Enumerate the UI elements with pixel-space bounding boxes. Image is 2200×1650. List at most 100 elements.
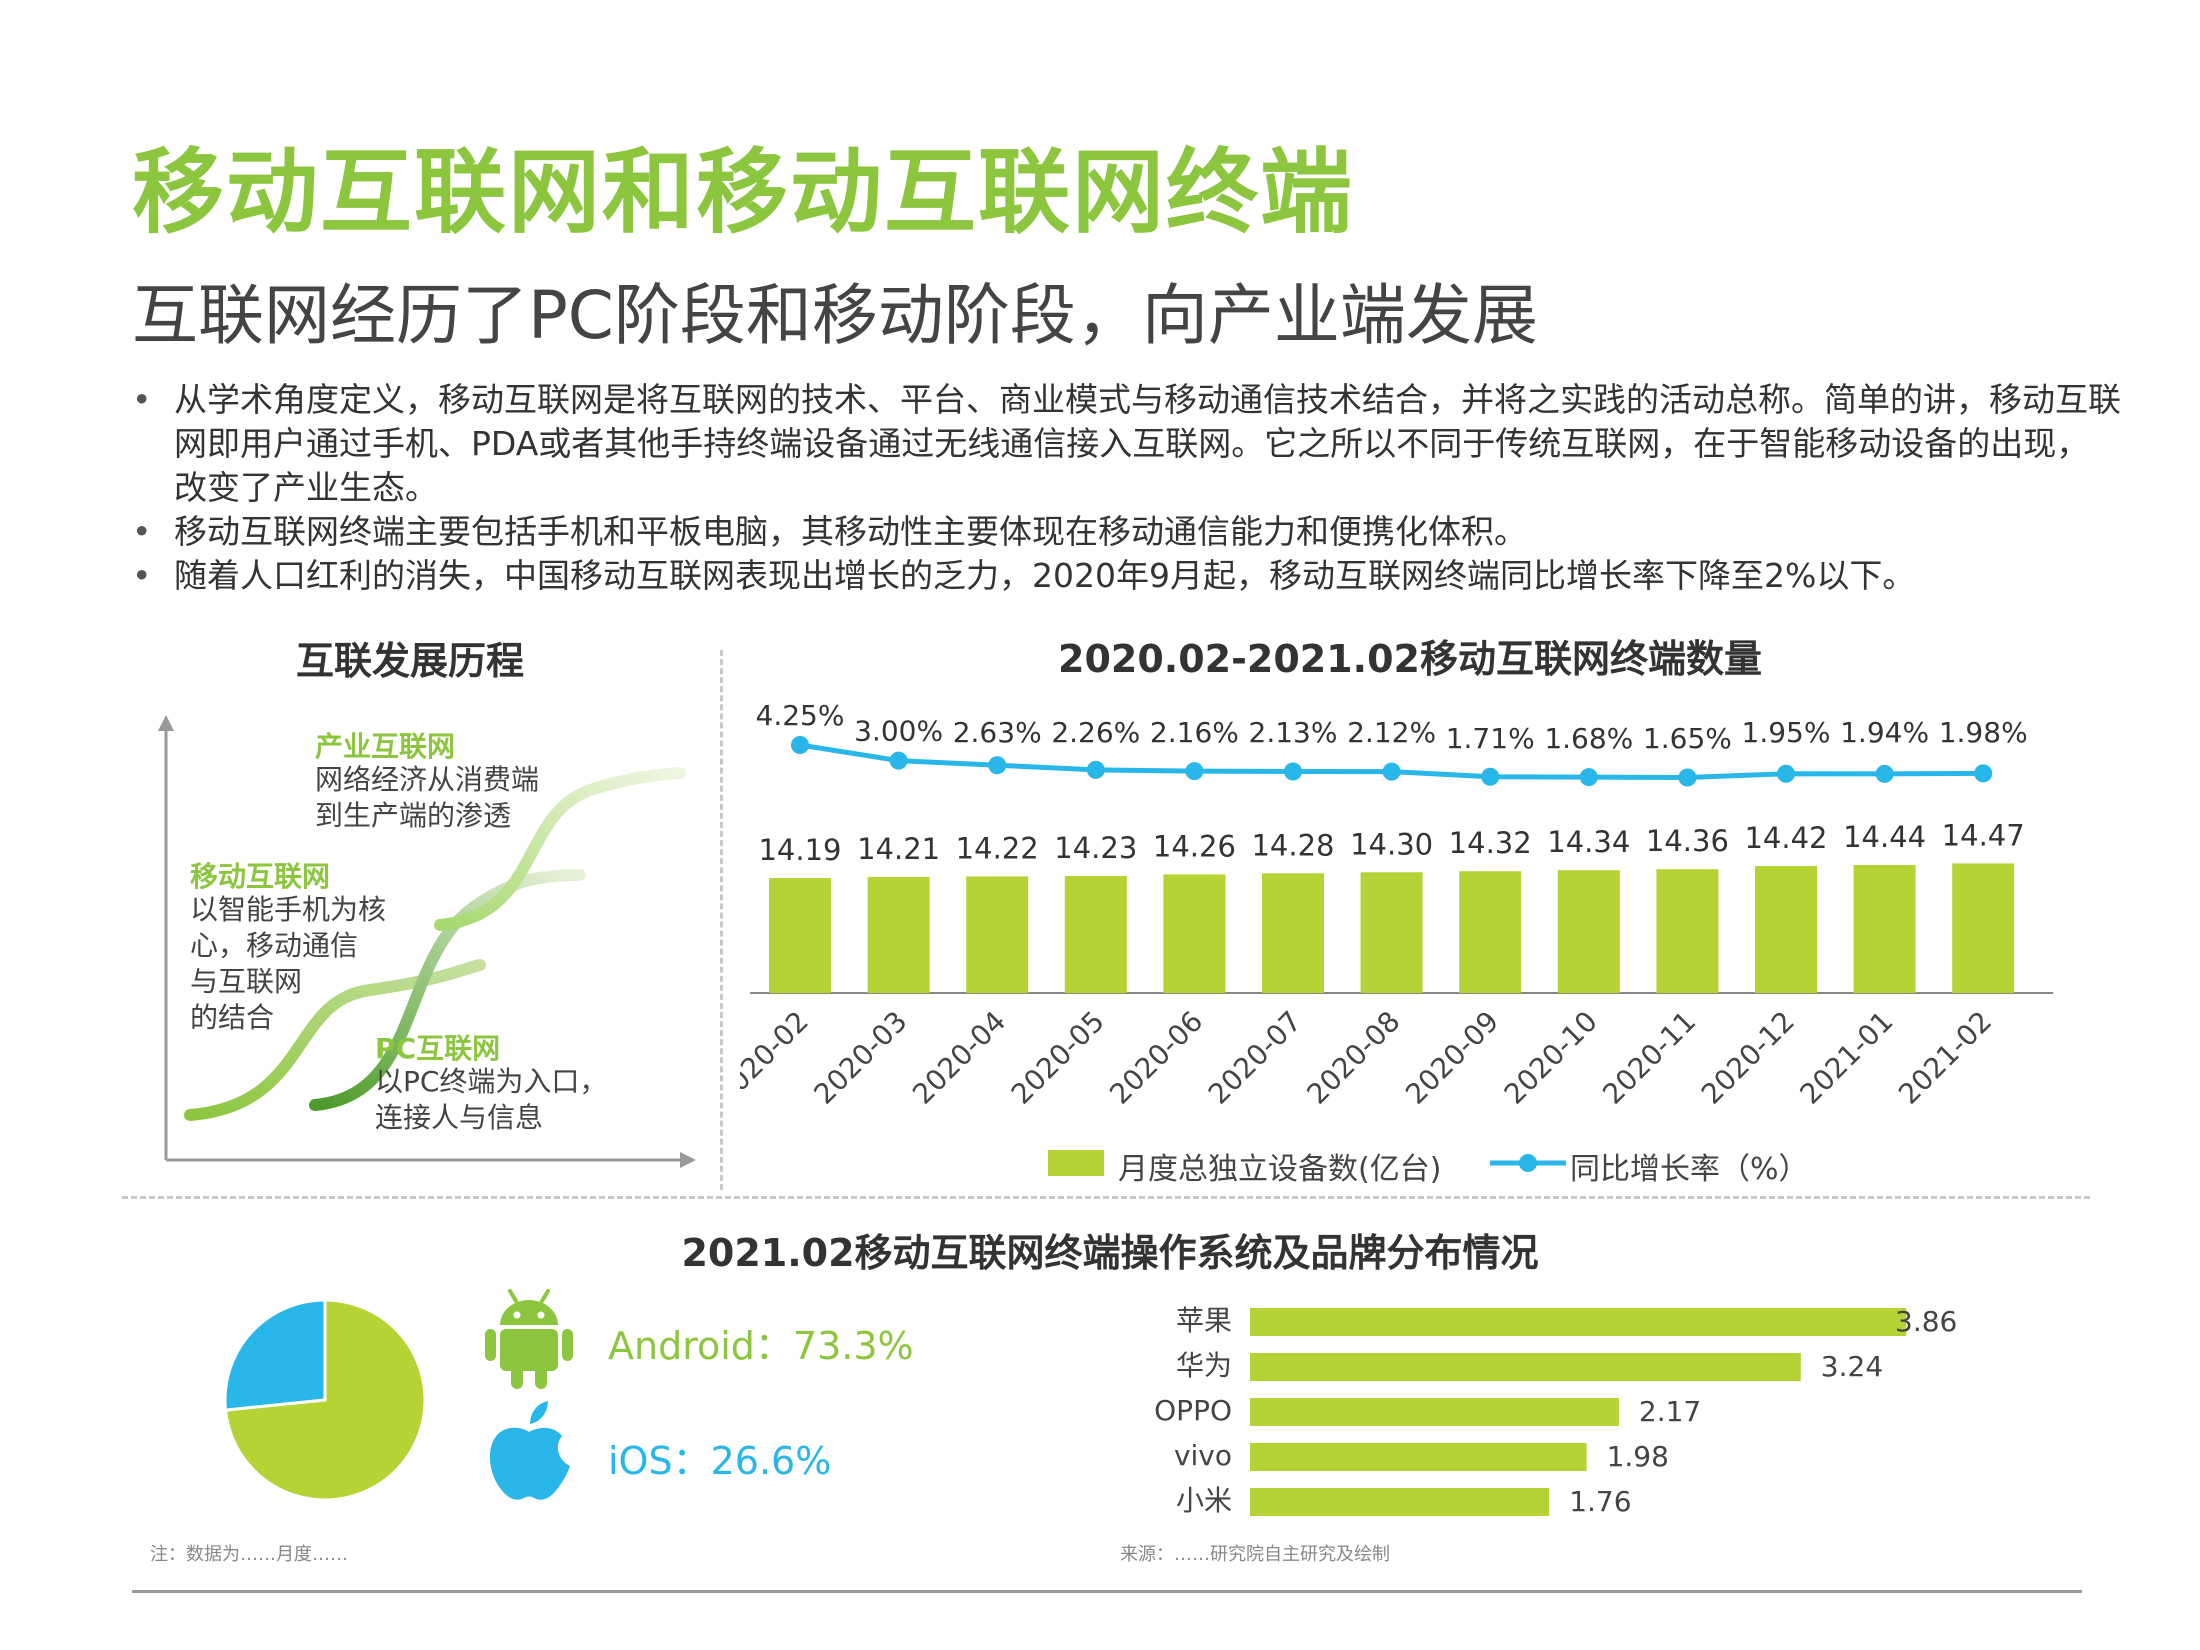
growth-rate-point <box>1579 768 1598 787</box>
terminal-bar <box>867 876 930 993</box>
bar-value-label: 14.44 <box>1843 820 1926 854</box>
growth-rate-point <box>1284 762 1302 781</box>
growth-rate-label: 1.65% <box>1643 722 1732 755</box>
android-antenna-left <box>508 1289 518 1303</box>
brand-label: 小米 <box>1176 1484 1232 1517</box>
footnote-left: 注：数据为……月度…… <box>150 1544 348 1565</box>
legend-line-label: 同比增长率（%） <box>1570 1152 1809 1187</box>
distribution-title: 2021.02移动互联网终端操作系统及品牌分布情况 <box>681 1231 1539 1275</box>
x-tick-label: 2020-11 <box>1596 1005 1702 1111</box>
brand-value-label: 3.24 <box>1821 1350 1883 1383</box>
android-eye-left <box>513 1311 521 1319</box>
ios-label: iOS：26.6% <box>608 1439 832 1483</box>
x-tick-label: 2020-12 <box>1695 1005 1801 1111</box>
pie-slice-android <box>223 1298 427 1502</box>
footnote-right: 来源：……研究院自主研究及绘制 <box>1120 1544 1390 1565</box>
growth-rate-point <box>1974 764 1993 783</box>
growth-rate-point <box>988 756 1007 775</box>
bar-value-label: 14.19 <box>758 833 841 867</box>
x-axis-arrowhead <box>680 1152 696 1168</box>
bar-value-label: 14.47 <box>1942 818 2025 852</box>
x-tick-label: 2020-06 <box>1103 1005 1209 1111</box>
stage-industrial-title: 产业互联网 <box>315 730 456 763</box>
bar-value-label: 14.22 <box>956 831 1039 865</box>
x-tick-label: 2020-04 <box>906 1005 1012 1111</box>
legend-line-swatch <box>1490 1154 1566 1172</box>
x-tick-label: 2020-07 <box>1202 1005 1308 1111</box>
x-tick-label: 2020-02 <box>740 1005 815 1111</box>
brand-value-label: 1.98 <box>1607 1440 1669 1473</box>
growth-rate-point <box>889 751 908 770</box>
brand-label: OPPO <box>1154 1394 1232 1427</box>
growth-rate-label: 1.95% <box>1742 716 1831 749</box>
pie-slice-ios <box>223 1298 327 1412</box>
android-arm-left <box>485 1329 496 1361</box>
stage-mobile-title: 移动互联网 <box>190 860 331 893</box>
android-label: Android：73.3% <box>608 1324 914 1368</box>
android-leg-left <box>511 1365 523 1389</box>
bar-value-label: 14.23 <box>1054 831 1137 865</box>
brand-bar <box>1250 1398 1619 1426</box>
apple-leaf <box>530 1401 548 1424</box>
brand-bar <box>1250 1488 1550 1516</box>
terminal-bar <box>1262 873 1324 993</box>
brand-label: 华为 <box>1176 1349 1232 1382</box>
terminal-bar <box>1656 869 1719 993</box>
terminal-chart-title: 2020.02-2021.02移动互联网终端数量 <box>1058 637 1762 681</box>
growth-rate-label: 2.13% <box>1249 716 1338 749</box>
growth-rate-label: 3.00% <box>854 715 943 748</box>
growth-rate-label: 1.71% <box>1446 722 1535 755</box>
bar-value-label: 14.26 <box>1153 829 1236 863</box>
terminal-bar <box>1064 875 1127 993</box>
apple-icon <box>489 1401 570 1500</box>
growth-rate-label: 2.16% <box>1150 716 1239 749</box>
history-title: 互联发展历程 <box>295 639 524 683</box>
os-pie-chart <box>223 1298 427 1502</box>
terminal-bar <box>1459 871 1522 993</box>
footer-rule <box>132 1590 2082 1593</box>
growth-rate-point <box>1481 767 1500 786</box>
brand-bar <box>1250 1353 1801 1381</box>
growth-rate-label: 1.98% <box>1939 716 2028 749</box>
stage-pc-desc: 以PC终端为入口， 连接人与信息 <box>375 1065 608 1134</box>
history-diagram <box>158 715 696 1168</box>
x-tick-label: 2021-01 <box>1793 1005 1899 1111</box>
page-title: 移动互联网和移动互联网终端 <box>132 139 1355 246</box>
x-tick-label: 2021-02 <box>1892 1005 1998 1111</box>
bar-value-label: 14.32 <box>1449 826 1532 860</box>
growth-rate-point <box>791 736 809 754</box>
bar-value-label: 14.28 <box>1251 828 1334 862</box>
legend-bar-label: 月度总独立设备数(亿台) <box>1118 1152 1442 1187</box>
terminal-chart: 14.19 2020-02 14.21 2020-03 14.22 2020-04 14.2… <box>740 700 2054 1111</box>
android-leg-right <box>535 1365 547 1389</box>
android-body <box>500 1329 558 1371</box>
bullet-item: 移动互联网终端主要包括手机和平板电脑，其移动性主要体现在移动通信能力和便携化体积… <box>132 510 2122 554</box>
terminal-bar <box>1853 865 1916 993</box>
terminal-bar <box>966 876 1029 993</box>
vertical-divider <box>720 650 723 1190</box>
brand-value-label: 3.86 <box>1895 1305 1957 1338</box>
brand-value-label: 2.17 <box>1639 1395 1701 1428</box>
growth-rate-point <box>1185 762 1204 781</box>
terminal-bar <box>1163 874 1226 993</box>
terminal-bar <box>1360 872 1423 993</box>
terminal-bar <box>769 878 831 993</box>
android-icon <box>485 1289 573 1389</box>
apple-body <box>489 1427 570 1500</box>
terminal-bar <box>1755 866 1817 993</box>
growth-rate-label: 4.25% <box>756 700 845 732</box>
bar-value-label: 14.36 <box>1646 824 1729 858</box>
brand-value-label: 1.76 <box>1569 1485 1631 1518</box>
android-antenna-right <box>540 1289 550 1303</box>
brand-label: vivo <box>1174 1439 1232 1472</box>
legend-line-marker <box>1519 1154 1537 1172</box>
bullet-item: 从学术角度定义，移动互联网是将互联网的技术、平台、商业模式与移动通信技术结合，并… <box>132 378 2122 510</box>
brand-bar <box>1250 1308 1907 1336</box>
growth-rate-label: 2.63% <box>953 716 1042 749</box>
pc-curve <box>184 959 486 1121</box>
x-tick-label: 2020-10 <box>1498 1005 1604 1111</box>
growth-rate-point <box>1086 760 1105 779</box>
android-arm-right <box>562 1329 573 1361</box>
stage-mobile-desc: 以智能手机为核 心，移动通信 与互联网 的结合 <box>190 893 387 1034</box>
x-tick-label: 2020-03 <box>807 1005 913 1111</box>
